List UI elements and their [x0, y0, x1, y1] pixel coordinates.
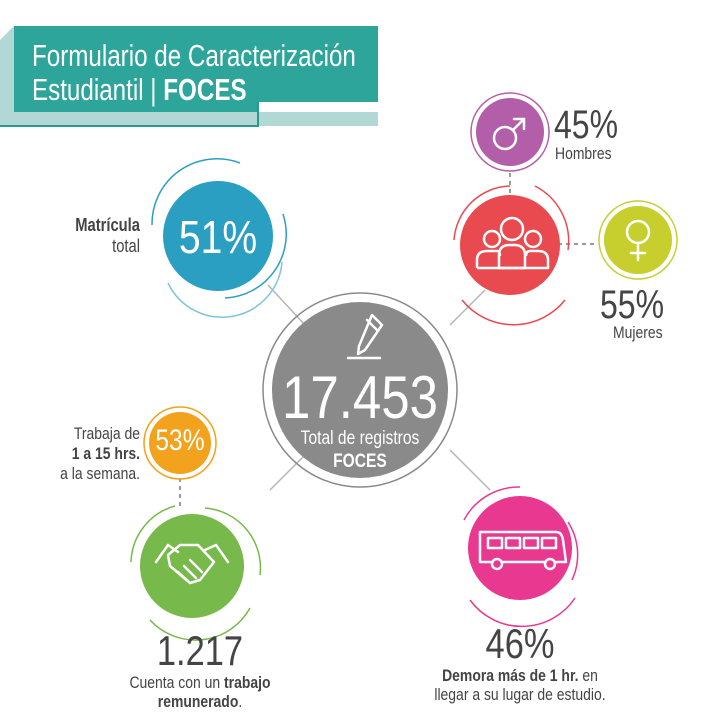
female-value: 55% [600, 283, 665, 327]
work-label-bold2: remunerado [157, 692, 239, 711]
work-circle [130, 505, 262, 641]
center-label-bold: FOCES [278, 451, 442, 473]
center-circle [262, 292, 458, 488]
work-label-bold1: trabajo [224, 673, 271, 692]
male-value: 45% [554, 103, 619, 147]
commute-label-line2: llegar a su lugar de estudio. [434, 685, 606, 704]
work-label-line2: remunerado. [110, 692, 290, 712]
work-label-post: . [238, 692, 243, 711]
header-banner [0, 26, 378, 127]
work-value: 1.217 [156, 627, 244, 674]
center-label: Total de registros [300, 428, 420, 449]
header-title-line2: Estudiantil | FOCES [32, 72, 247, 108]
enrollment-label-bold: Matrícula [58, 215, 140, 236]
hours-value: 53% [155, 424, 205, 457]
connector-lines [267, 284, 491, 491]
commute-label-mid: en [578, 666, 598, 685]
female-label: Mujeres [613, 323, 663, 342]
center-label-bold-text: FOCES [333, 451, 387, 472]
header-title-line1: Formulario de Caracterización [32, 38, 356, 73]
hours-line1: Trabaja de [73, 424, 140, 443]
female-circle [598, 200, 678, 280]
work-label-line1: Cuenta con un trabajo [110, 673, 290, 693]
hours-line2: 1 a 15 hrs. [50, 444, 140, 464]
people-group-icon [475, 216, 550, 270]
female-symbol-icon [625, 219, 651, 262]
enrollment-value: 51% [178, 211, 258, 263]
commute-value: 46% [485, 620, 555, 667]
header-title-bold: FOCES [163, 72, 247, 107]
handshake-icon [154, 543, 230, 585]
enrollment-label-bold-text: Matrícula [75, 215, 140, 235]
bus-icon [478, 530, 568, 571]
work-label-pre: Cuenta con un [129, 673, 225, 692]
pencil-icon [346, 313, 384, 360]
hours-circle [143, 406, 217, 480]
hours-line2-bold-text: 1 a 15 hrs. [71, 444, 140, 463]
male-symbol-icon [492, 117, 526, 151]
hours-line3: a la semana. [60, 464, 140, 483]
commute-label-line1: Demora más de 1 hr. en [418, 666, 623, 686]
center-value: 17.453 [281, 364, 438, 431]
enrollment-circle [151, 158, 287, 318]
enrollment-label: total [112, 236, 140, 256]
male-label: Hombres [555, 144, 612, 163]
male-circle [470, 92, 550, 172]
header-title-regular: Estudiantil | [32, 72, 164, 107]
commute-label-bold: Demora más de 1 hr. [442, 666, 579, 685]
